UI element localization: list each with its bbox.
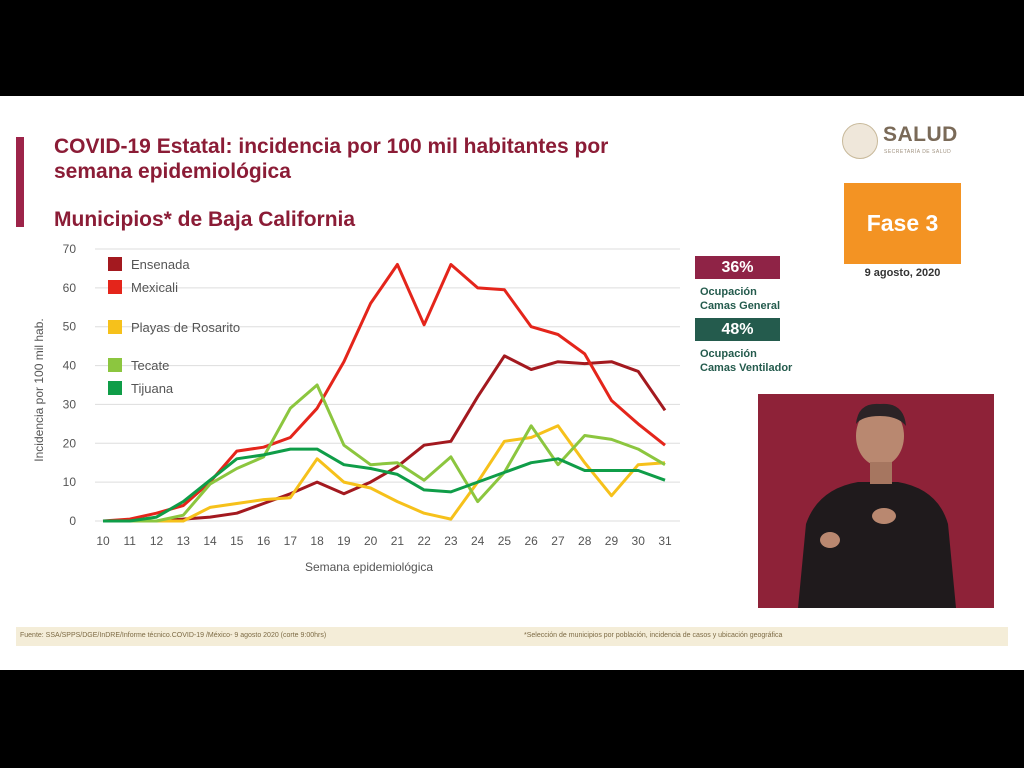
x-tick-label: 25	[498, 534, 512, 548]
seal-icon	[842, 123, 878, 159]
legend-label: Tijuana	[131, 381, 174, 396]
footer: Fuente: SSA/SPPS/DGE/InDRE/Informe técni…	[16, 627, 1008, 646]
y-tick-label: 0	[69, 514, 76, 528]
x-tick-label: 19	[337, 534, 351, 548]
accent-bar	[16, 137, 24, 227]
page-title-line2: semana epidemiológica	[54, 160, 291, 183]
legend-swatch	[108, 280, 122, 294]
x-tick-label: 17	[284, 534, 298, 548]
x-tick-label: 22	[417, 534, 431, 548]
x-tick-label: 20	[364, 534, 378, 548]
occupancy-ventilator-badge: 48%	[695, 318, 780, 341]
occupancy-general-badge: 36%	[695, 256, 780, 279]
legend-swatch	[108, 320, 122, 334]
salud-logo: SALUD SECRETARÍA DE SALUD	[842, 121, 972, 161]
x-tick-label: 10	[96, 534, 110, 548]
x-tick-label: 15	[230, 534, 244, 548]
y-tick-label: 60	[63, 281, 77, 295]
occupancy-ventilator-label-1: Ocupación	[700, 348, 757, 360]
occupancy-ventilator-label-2: Camas Ventilador	[700, 362, 793, 374]
legend-label: Mexicali	[131, 280, 178, 295]
legend-label: Tecate	[131, 358, 169, 373]
y-axis-label: Incidencia por 100 mil hab.	[32, 318, 46, 461]
y-tick-label: 10	[63, 475, 77, 489]
x-tick-label: 29	[605, 534, 619, 548]
page-subtitle: Municipios* de Baja California	[54, 208, 356, 231]
legend-label: Playas de Rosarito	[131, 320, 240, 335]
occupancy-general-label-1: Ocupación	[700, 286, 757, 298]
x-tick-label: 24	[471, 534, 485, 548]
legend-label: Ensenada	[131, 257, 190, 272]
x-tick-label: 31	[658, 534, 672, 548]
interpreter-figure	[758, 394, 994, 608]
legend-swatch	[108, 257, 122, 271]
y-tick-label: 70	[63, 242, 77, 256]
series-line-tijuana	[103, 447, 666, 523]
x-tick-label: 18	[310, 534, 324, 548]
x-tick-label: 27	[551, 534, 565, 548]
x-tick-label: 23	[444, 534, 458, 548]
sign-language-interpreter-video	[758, 394, 994, 608]
legend-swatch	[108, 381, 122, 395]
phase-badge: Fase 3	[844, 183, 961, 264]
x-tick-label: 21	[391, 534, 405, 548]
x-tick-label: 12	[150, 534, 164, 548]
x-tick-label: 16	[257, 534, 271, 548]
footer-source: Fuente: SSA/SPPS/DGE/InDRE/Informe técni…	[20, 632, 327, 639]
y-tick-label: 50	[63, 320, 77, 334]
y-tick-label: 40	[63, 359, 77, 373]
x-tick-label: 30	[632, 534, 646, 548]
series-line-mexicali	[102, 263, 666, 523]
y-tick-label: 20	[63, 436, 77, 450]
legend-swatch	[108, 358, 122, 372]
x-tick-label: 13	[177, 534, 191, 548]
series-line-playas-de-rosarito	[103, 424, 666, 523]
occupancy-general-label-2: Camas General	[700, 300, 781, 312]
footer-note: *Selección de municipios por población, …	[524, 632, 783, 639]
logo-subtitle: SECRETARÍA DE SALUD	[884, 149, 952, 155]
x-tick-label: 14	[203, 534, 217, 548]
x-tick-label: 26	[525, 534, 539, 548]
series-line-tecate	[103, 383, 666, 523]
x-axis-label: Semana epidemiológica	[305, 560, 433, 574]
logo-wordmark: SALUD	[883, 123, 958, 146]
x-tick-label: 11	[124, 534, 137, 548]
x-tick-label: 28	[578, 534, 592, 548]
series-line-ensenada	[103, 354, 667, 523]
y-tick-label: 30	[63, 397, 77, 411]
page-title-line1: COVID-19 Estatal: incidencia por 100 mil…	[54, 135, 609, 158]
phase-date: 9 agosto, 2020	[864, 267, 941, 279]
